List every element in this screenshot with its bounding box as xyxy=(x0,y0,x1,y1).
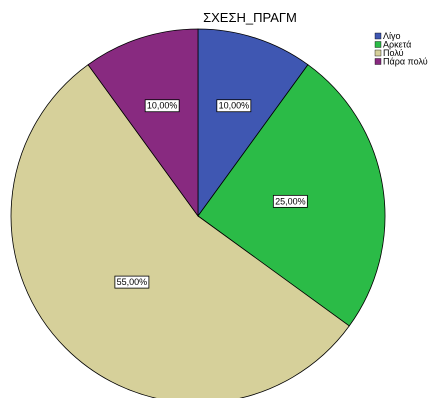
pie-slice-1 xyxy=(197,28,309,218)
pie-data-label-text: 10,00% xyxy=(219,101,250,111)
pie-data-label-text: 55,00% xyxy=(117,277,148,287)
legend-swatch xyxy=(374,41,382,48)
pie-data-label-4: 10,00% xyxy=(144,99,180,113)
chart-title: ΣΧΕΣΗ_ΠΡΑΓΜ xyxy=(203,10,297,25)
pie-data-label-2: 25,00% xyxy=(272,194,308,208)
pie-slice-3 xyxy=(10,64,350,398)
legend-item-2: Αρκετά xyxy=(374,40,411,50)
pie-slice-4 xyxy=(87,28,199,218)
legend-item-4: Πάρα πολύ xyxy=(374,57,428,67)
legend-swatch xyxy=(374,32,382,40)
legend-label: Λίγο xyxy=(383,31,401,41)
pie-data-labels: 10,00% 25,00% 55,00% 10,00% xyxy=(114,99,308,289)
pie-data-label-1: 10,00% xyxy=(216,99,252,113)
legend-swatch xyxy=(374,58,382,65)
pie-data-label-box xyxy=(272,194,308,208)
legend-label: Πάρα πολύ xyxy=(383,57,428,67)
legend-item-3: Πολύ xyxy=(374,48,404,58)
pie-data-label-box xyxy=(216,99,252,113)
pie-data-label-box xyxy=(114,275,150,289)
legend-swatch xyxy=(374,49,382,57)
legend-label: Αρκετά xyxy=(383,40,411,50)
pie-data-label-text: 10,00% xyxy=(147,101,178,111)
legend-label: Πολύ xyxy=(383,48,404,58)
pie-slices xyxy=(10,28,386,398)
pie-data-label-text: 25,00% xyxy=(275,196,306,206)
legend-item-1: Λίγο xyxy=(374,31,401,41)
pie-data-label-3: 55,00% xyxy=(114,275,150,289)
pie-data-label-box xyxy=(144,99,180,113)
